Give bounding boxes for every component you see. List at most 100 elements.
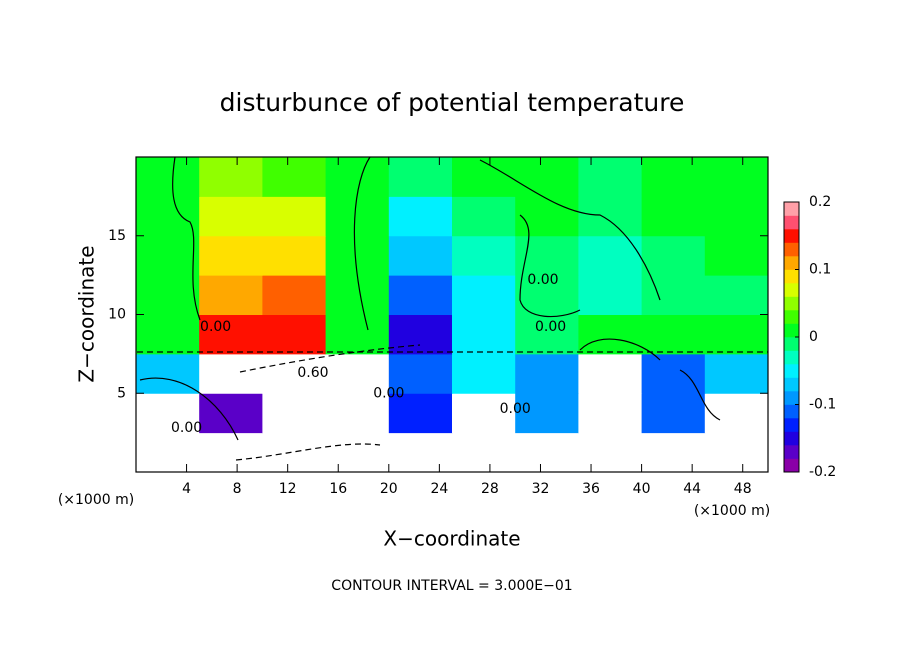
colorbar-swatch: [784, 242, 799, 257]
field-cell: [136, 432, 200, 473]
field-cell: [641, 314, 706, 355]
field-cell: [136, 235, 200, 276]
contour-line: [139, 377, 239, 441]
x-tick-label: 16: [329, 481, 347, 497]
contour-label: 0.00: [171, 420, 202, 436]
field-cell: [262, 275, 327, 315]
field-cell: [136, 393, 200, 434]
field-cell: [136, 157, 200, 197]
field-cell: [388, 157, 453, 197]
chart-title: disturbunce of potential temperature: [220, 88, 685, 117]
field-cell: [388, 353, 453, 394]
colorbar-swatch: [784, 215, 799, 230]
field-cell: [704, 314, 769, 355]
field-cell: [704, 432, 769, 473]
field-cell: [578, 196, 643, 237]
field-cell: [578, 275, 643, 315]
field-cell: [515, 157, 579, 197]
field-cell: [641, 157, 706, 197]
contour-label: 0.00: [527, 272, 558, 288]
field-cell: [704, 196, 769, 237]
field-cell: [262, 353, 327, 394]
contour-line: [239, 344, 421, 373]
field-cell: [262, 157, 327, 197]
field-cell: [641, 196, 706, 237]
field-cell: [704, 275, 769, 315]
field-cell: [325, 353, 390, 394]
colorbar-swatch: [784, 202, 799, 216]
colorbar-swatch: [784, 418, 799, 432]
field-cell: [641, 353, 706, 394]
plot-frame: [135, 156, 769, 473]
colorbar-tick-label: -0.2: [809, 464, 836, 480]
field-cell: [452, 353, 516, 394]
field-cell: [452, 235, 516, 276]
field-cell: [199, 432, 263, 473]
field-cell: [136, 353, 200, 394]
y-tick-label: 15: [108, 228, 126, 244]
contour-line: [519, 214, 581, 318]
colorbar-swatch: [784, 445, 799, 459]
contour-line: [679, 369, 721, 421]
contour-lines: [137, 156, 768, 461]
colorbar-swatch: [784, 364, 799, 378]
contour-line: [353, 156, 371, 331]
colorbar-swatch: [784, 377, 799, 392]
field-cell: [388, 275, 453, 315]
field-cell: [515, 432, 579, 473]
x-tick-label: 4: [182, 481, 191, 497]
field-cell: [452, 432, 516, 473]
field-cell: [388, 235, 453, 276]
colorbar-swatch: [784, 296, 799, 311]
contour-label: 0.00: [200, 319, 231, 335]
field-cell: [704, 393, 769, 434]
field-cell: [325, 275, 390, 315]
field-cell: [325, 235, 390, 276]
field-cell: [262, 432, 327, 473]
colorbar-tick-label: 0.1: [809, 262, 831, 278]
field-cell: [452, 314, 516, 355]
field-cell: [199, 196, 263, 237]
field-cell: [136, 275, 200, 315]
colorbar-swatch: [784, 458, 799, 473]
x-tick-label: 8: [233, 481, 242, 497]
field-cell: [704, 157, 769, 197]
field-cell: [262, 393, 327, 434]
colorbar-tick-label: 0.2: [809, 194, 831, 210]
field-cell: [641, 275, 706, 315]
colorbar-swatch: [784, 337, 799, 351]
field-cell: [452, 196, 516, 237]
field-cell: [452, 275, 516, 315]
field-cell: [515, 314, 579, 355]
contour-label: 0.60: [297, 365, 328, 381]
colorbar-tick-label: -0.1: [809, 397, 836, 413]
contour-label: 0.00: [500, 401, 531, 417]
field-cell: [262, 314, 327, 355]
y-tick-label: 5: [117, 385, 126, 401]
colorbar-swatch: [784, 323, 799, 338]
field-cell: [578, 393, 643, 434]
colorbar-swatch: [784, 283, 799, 297]
field-cell: [199, 235, 263, 276]
contour-label: 0.00: [373, 385, 404, 401]
field-cell: [641, 393, 706, 434]
x-tick-label: 48: [734, 481, 752, 497]
field-cell: [515, 353, 579, 394]
x-tick-label: 40: [633, 481, 651, 497]
field-cell: [515, 196, 579, 237]
field-cell: [136, 196, 200, 237]
contour-line: [479, 159, 661, 301]
field-cell: [388, 432, 453, 473]
contour-line: [579, 338, 661, 361]
field-cell: [262, 196, 327, 237]
field-cell: [641, 235, 706, 276]
field-cell: [515, 393, 579, 434]
field-cell: [199, 314, 263, 355]
colorbar-frame: [783, 201, 800, 473]
footer: CONTOUR INTERVAL = 3.000E−01: [331, 578, 572, 594]
field-cell: [578, 157, 643, 197]
x-tick-label: 24: [430, 481, 448, 497]
field-cell: [704, 353, 769, 394]
field-cell: [325, 314, 390, 355]
